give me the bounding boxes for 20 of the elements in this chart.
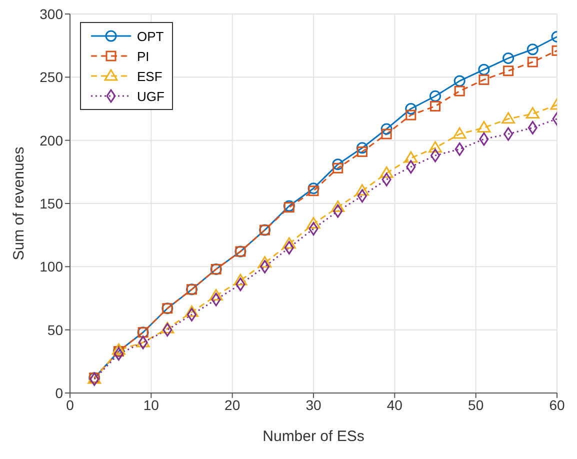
y-tick-label: 300 bbox=[40, 6, 64, 22]
x-tick-label: 10 bbox=[143, 396, 160, 413]
x-tick-label: 0 bbox=[66, 396, 74, 413]
legend-label: OPT bbox=[137, 28, 164, 44]
legend-label: UGF bbox=[137, 88, 164, 104]
x-tick-label: 30 bbox=[306, 396, 322, 413]
y-tick-label: 50 bbox=[47, 322, 64, 338]
x-tick-label: 40 bbox=[386, 396, 403, 413]
x-axis-title: Number of ESs bbox=[262, 428, 364, 445]
x-tick-label: 50 bbox=[468, 396, 484, 413]
y-tick-label: 0 bbox=[55, 384, 64, 401]
y-axis-title: Sum of revenues bbox=[10, 146, 28, 260]
legend-label: PI bbox=[137, 48, 150, 64]
y-tick-label: 200 bbox=[40, 132, 64, 148]
y-tick-label: 250 bbox=[40, 69, 64, 86]
legend-label: ESF bbox=[137, 68, 162, 84]
x-tick-label: 60 bbox=[549, 396, 565, 413]
y-tick-label: 100 bbox=[40, 258, 64, 275]
y-tick-label: 150 bbox=[40, 195, 64, 212]
x-tick-label: 20 bbox=[224, 396, 240, 413]
